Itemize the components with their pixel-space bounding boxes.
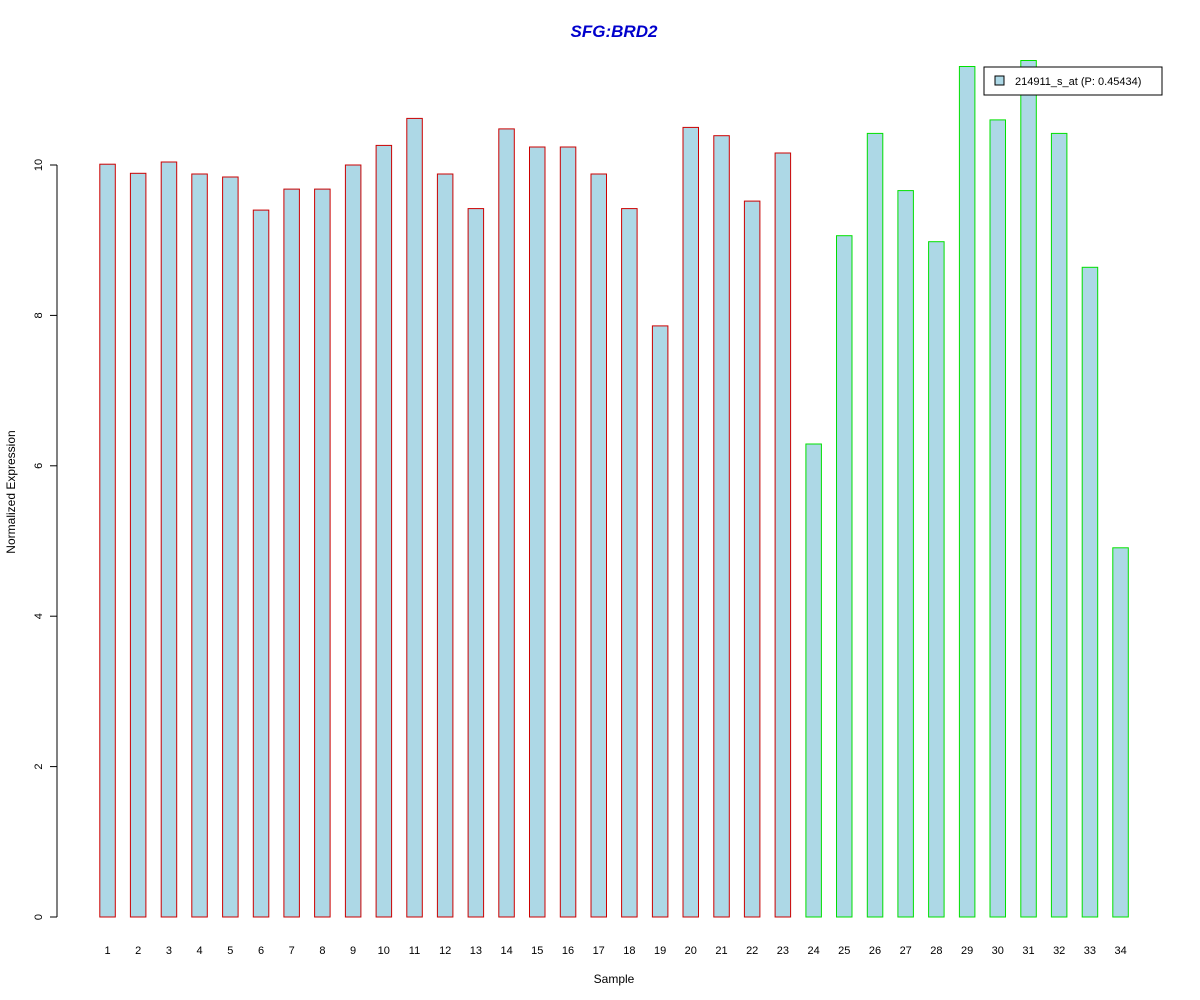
x-tick-label: 5 — [227, 945, 233, 957]
bar-sample-3 — [160, 161, 178, 918]
x-tick-label: 2 — [135, 945, 141, 957]
y-tick-label: 6 — [33, 463, 45, 469]
chart-title: SFG:BRD2 — [571, 22, 658, 41]
bar-sample-9 — [344, 164, 362, 918]
bar-sample-33 — [1081, 266, 1099, 918]
bar-sample-21 — [713, 135, 730, 918]
bar-sample-6 — [252, 209, 270, 918]
bar-sample-30 — [989, 119, 1006, 918]
x-tick-label: 28 — [930, 945, 942, 957]
x-tick-label: 34 — [1114, 945, 1126, 957]
legend-box — [983, 66, 1163, 96]
bar-sample-2 — [129, 172, 147, 918]
bar-sample-26 — [866, 132, 884, 918]
x-tick-label: 31 — [1022, 945, 1034, 957]
x-tick-label: 16 — [562, 945, 574, 957]
x-tick-label: 11 — [409, 945, 420, 957]
x-tick-label: 30 — [992, 945, 1004, 957]
x-tick-label: 6 — [258, 945, 264, 957]
bar-sample-34 — [1112, 547, 1129, 918]
bar-sample-27 — [897, 190, 914, 918]
legend-label: 214911_s_at (P: 0.45434) — [1015, 76, 1141, 88]
bar-sample-8 — [314, 188, 331, 918]
x-tick-labels: 1 2 3 4 5 6 7 8 9 10 11 12 13 14 15 16 17 18 19 20 21 22 23 24 2… — [104, 945, 1126, 957]
x-tick-label: 1 — [104, 945, 110, 957]
legend-swatch — [994, 75, 1005, 86]
bar-sample-13 — [467, 208, 485, 918]
y-tick-label: 0 — [33, 914, 45, 920]
bar-sample-4 — [191, 173, 208, 918]
x-tick-label: 21 — [715, 945, 727, 957]
bar-sample-1 — [99, 163, 116, 918]
x-tick-label: 4 — [197, 945, 203, 957]
x-tick-label: 9 — [350, 945, 356, 957]
bar-sample-11 — [406, 117, 423, 918]
bar-sample-18 — [621, 208, 638, 918]
bar-sample-5 — [222, 176, 239, 918]
x-tick-label: 27 — [900, 945, 912, 957]
bar-sample-12 — [436, 173, 454, 918]
bar-sample-14 — [498, 128, 515, 918]
bar-sample-29 — [958, 66, 976, 918]
x-tick-label: 14 — [500, 945, 512, 957]
x-tick-label: 20 — [685, 945, 697, 957]
x-tick-label: 12 — [439, 945, 451, 957]
bar-sample-32 — [1050, 132, 1068, 918]
x-tick-label: 29 — [961, 945, 973, 957]
bar-sample-15 — [529, 146, 546, 918]
x-tick-label: 10 — [378, 945, 390, 957]
x-axis-title: Sample — [594, 972, 635, 986]
y-axis-title: Normalized Expression — [4, 430, 18, 553]
x-tick-label: 18 — [623, 945, 635, 957]
x-tick-label: 17 — [593, 945, 605, 957]
x-tick-label: 32 — [1053, 945, 1065, 957]
x-tick-label: 22 — [746, 945, 758, 957]
bar-sample-28 — [928, 241, 945, 918]
bar-sample-10 — [375, 144, 393, 918]
x-tick-label: 8 — [319, 945, 325, 957]
x-tick-label: 25 — [838, 945, 850, 957]
y-tick-label: 2 — [33, 764, 45, 770]
bar-sample-17 — [590, 173, 607, 918]
bar-sample-24 — [805, 443, 822, 918]
x-tick-label: 24 — [807, 945, 819, 957]
bar-sample-25 — [836, 235, 853, 918]
bar-sample-22 — [743, 200, 761, 918]
y-tick-label: 4 — [33, 613, 45, 619]
x-tick-label: 7 — [289, 945, 295, 957]
y-axis: 0 2 4 6 8 10 — [33, 159, 58, 920]
x-tick-label: 23 — [777, 945, 789, 957]
x-tick-label: 13 — [470, 945, 482, 957]
y-tick-label: 8 — [33, 312, 45, 318]
x-tick-label: 19 — [654, 945, 666, 957]
x-tick-label: 3 — [166, 945, 172, 957]
x-tick-label: 33 — [1084, 945, 1096, 957]
x-tick-label: 15 — [531, 945, 543, 957]
x-tick-label: 26 — [869, 945, 881, 957]
bar-sample-19 — [651, 325, 669, 918]
bar-sample-31 — [1020, 60, 1037, 918]
bar-sample-20 — [682, 126, 699, 918]
bar-sample-7 — [283, 188, 300, 918]
bars — [99, 60, 1129, 918]
y-tick-label: 10 — [33, 159, 45, 171]
bar-sample-16 — [559, 146, 577, 918]
bar-sample-23 — [774, 152, 792, 918]
legend: 214911_s_at (P: 0.45434) — [983, 66, 1163, 96]
